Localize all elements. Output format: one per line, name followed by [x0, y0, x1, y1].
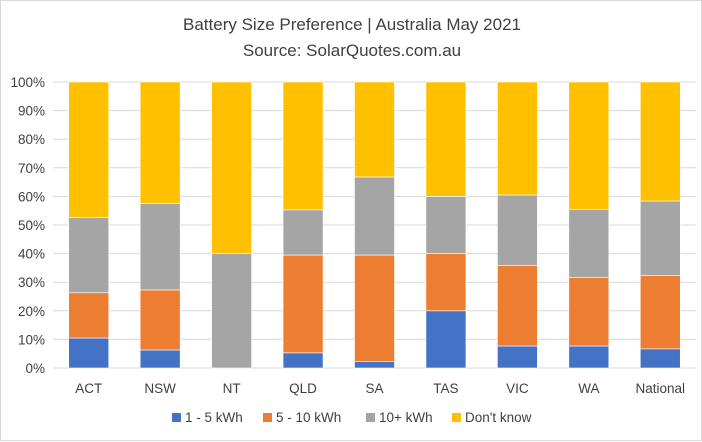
legend: 1 - 5 kWh 5 - 10 kWh 10+ kWh Don't know [172, 410, 532, 425]
bar-segment [425, 81, 467, 197]
bar-segment [282, 209, 324, 256]
bar-segment [68, 292, 110, 339]
chart-subtitle: Source: SolarQuotes.com.au [243, 41, 461, 60]
x-tick-label: NT [223, 381, 241, 396]
bar-segment [139, 81, 181, 204]
bar-segment [68, 217, 110, 294]
bar-segment [497, 265, 538, 347]
bar-segment [354, 254, 395, 363]
legend-swatch [172, 413, 181, 422]
bar-segment [139, 349, 181, 369]
bar-segment [211, 81, 252, 254]
legend-swatch [452, 413, 461, 422]
x-tick-label: NSW [144, 381, 176, 396]
bar-segment [425, 196, 467, 254]
chart-title: Battery Size Preference | Australia May … [183, 15, 521, 34]
bar-segment [282, 81, 324, 211]
bar-segment [354, 81, 395, 178]
bar-segment [354, 361, 395, 369]
y-tick-label: 100% [10, 75, 45, 90]
bar-segment [568, 277, 610, 347]
x-tick-label: SA [365, 381, 383, 396]
y-tick-label: 80% [18, 132, 45, 147]
bar-segment [568, 208, 610, 278]
legend-swatch [366, 413, 375, 422]
bar-segment [139, 289, 181, 351]
legend-label: 5 - 10 kWh [276, 410, 341, 425]
x-tick-label: WA [578, 381, 599, 396]
legend-label: Don't know [465, 410, 532, 425]
legend-label: 1 - 5 kWh [185, 410, 243, 425]
bar-segment [497, 345, 538, 369]
legend-swatch [263, 413, 272, 422]
y-axis-ticks: 0% 10% 20% 30% 40% 50% 60% 70% 80% 90% 100% [10, 75, 45, 376]
y-tick-label: 10% [18, 332, 45, 347]
bar-segment [568, 81, 610, 210]
x-axis-ticks: ACT NSW NT QLD SA TAS VIC WA National [75, 381, 685, 396]
y-tick-label: 50% [18, 218, 45, 233]
y-tick-label: 30% [18, 275, 45, 290]
x-tick-label: TAS [433, 381, 458, 396]
y-tick-label: 70% [18, 161, 45, 176]
bar-segment [425, 310, 467, 369]
bars [68, 81, 681, 369]
bar-segment [497, 194, 538, 266]
bar-segment [68, 81, 110, 218]
y-tick-label: 60% [18, 189, 45, 204]
bar-segment [497, 81, 538, 196]
bar-segment [354, 176, 395, 256]
x-tick-label: VIC [506, 381, 529, 396]
bar-segment [639, 275, 681, 350]
y-tick-label: 40% [18, 247, 45, 262]
x-tick-label: National [636, 381, 686, 396]
bar-segment [639, 348, 681, 369]
y-tick-label: 90% [18, 104, 45, 119]
bar-segment [282, 352, 324, 369]
y-tick-label: 0% [25, 361, 45, 376]
x-tick-label: ACT [75, 381, 102, 396]
bar-segment [568, 345, 610, 369]
legend-label: 10+ kWh [379, 410, 433, 425]
y-tick-label: 20% [18, 304, 45, 319]
bar-segment [425, 253, 467, 312]
bar-segment [139, 203, 181, 291]
bar-segment [639, 200, 681, 276]
bar-segment [282, 254, 324, 354]
bar-segment [211, 253, 252, 369]
x-tick-label: QLD [289, 381, 317, 396]
bar-segment [68, 337, 110, 369]
bar-segment [639, 81, 681, 202]
